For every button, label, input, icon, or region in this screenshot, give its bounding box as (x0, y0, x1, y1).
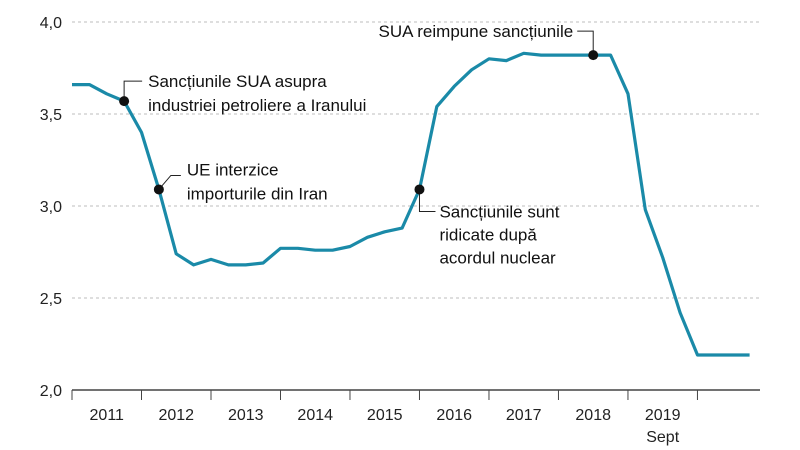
gridlines (72, 21, 760, 299)
annotation-text: industriei petroliere a Iranului (148, 96, 366, 115)
x-tick-label: 2012 (158, 407, 194, 424)
x-tick-label: 2011 (90, 407, 125, 424)
x-axis: 2011 2012 2013 2014 2015 2016 2017 2018 2019 Sept (71, 389, 760, 446)
y-tick-label: 4,0 (40, 15, 62, 32)
annotation-text: Sancțiunile SUA asupra (148, 72, 327, 91)
annotation-leader (418, 189, 436, 212)
annotation-leader (577, 30, 594, 56)
series-line (72, 51, 750, 357)
annotation-text: ridicate după (439, 225, 537, 244)
annotation-marker (588, 50, 599, 61)
annotation-marker (414, 184, 425, 195)
annotation-text: SUA reimpune sancțiunile (379, 22, 574, 41)
annotation-text: UE interzice (187, 160, 279, 179)
y-tick-label: 3,5 (40, 107, 62, 124)
x-tick-label: 2014 (297, 407, 333, 424)
y-axis: 2,0 2,5 3,0 3,5 4,0 (40, 15, 62, 400)
x-tick-label: 2016 (436, 407, 472, 424)
annotation-marker (119, 96, 130, 107)
annotation-marker (153, 184, 164, 195)
x-tick-label: 2015 (367, 407, 403, 424)
y-tick-label: 2,0 (40, 383, 62, 400)
series-layer (72, 51, 750, 357)
x-tick-label: 2017 (506, 407, 542, 424)
annotation-leader (158, 174, 181, 190)
annotation-text: importurile din Iran (187, 184, 328, 203)
x-tick-label: 2013 (228, 407, 264, 424)
y-tick-label: 3,0 (40, 199, 62, 216)
annotation-text: acordul nuclear (439, 248, 556, 267)
x-tick-sublabel: Sept (646, 429, 679, 446)
x-tick-label: 2018 (575, 407, 611, 424)
annotation-text: Sancțiunile sunt (439, 202, 559, 221)
annotation-leader (123, 80, 143, 102)
annotations: Sancțiunile SUA asupra industriei petroli… (119, 22, 599, 267)
y-tick-label: 2,5 (40, 291, 62, 308)
x-tick-label: 2019 (645, 407, 681, 424)
